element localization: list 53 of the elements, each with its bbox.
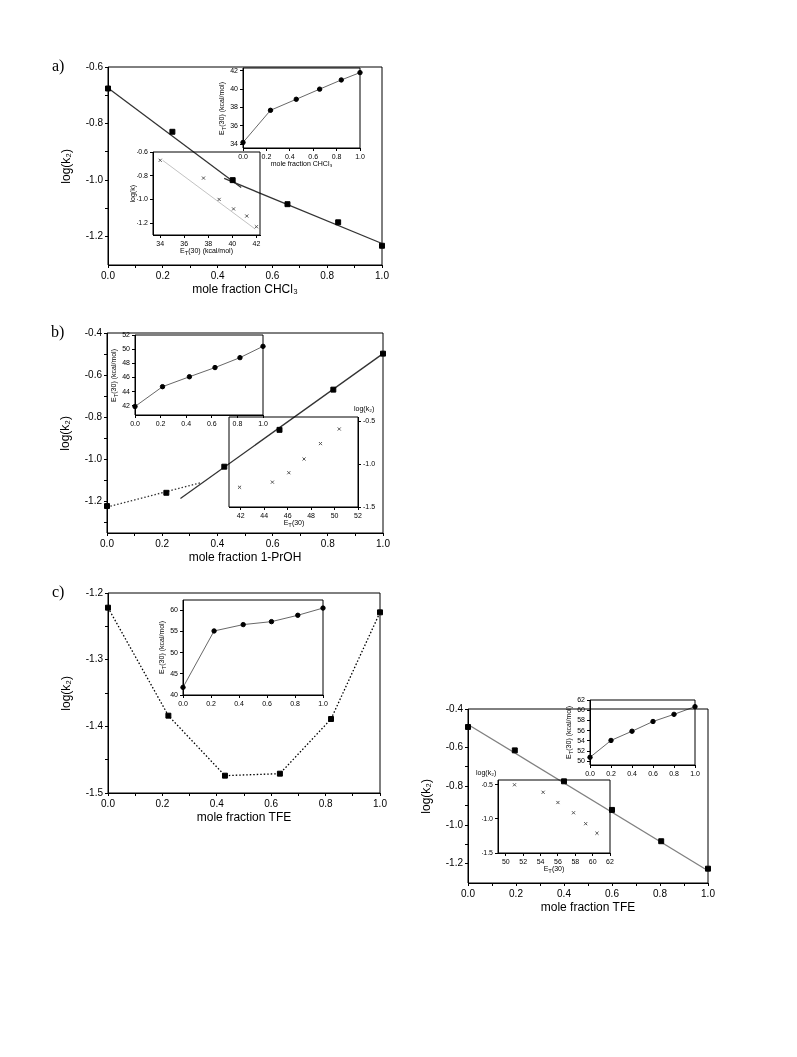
chart-title: c)	[52, 583, 65, 601]
x-tick-label: 1.0	[376, 537, 391, 549]
y-tick-label: -0.8	[445, 780, 464, 792]
chart-title: b)	[51, 323, 65, 341]
x-tick-label: 0.2	[155, 269, 171, 281]
x-tick-label: 1.0	[373, 797, 388, 809]
x-tick-label: 0.6	[605, 887, 620, 899]
y-tick-label: -0.4	[84, 326, 103, 338]
x-tick-label: 1.0	[375, 269, 390, 281]
y-tick-label: -1.2	[85, 586, 104, 598]
y-axis-title: log(k₂)	[59, 675, 73, 711]
x-tick-label: 0.2	[155, 537, 170, 549]
x-tick-label: 0.0	[461, 887, 476, 899]
x-tick-label: 0.0	[100, 537, 115, 549]
x-tick-label: 0.6	[265, 269, 280, 281]
x-tick-label: 0.4	[209, 797, 225, 809]
x-axis-title: mole fraction TFE	[195, 810, 293, 824]
y-axis-title: log(k₂)	[419, 778, 433, 814]
x-tick-label: 0.8	[320, 537, 336, 549]
y-tick-label: -0.8	[85, 117, 104, 129]
y-tick-label: -1.0	[445, 818, 464, 830]
x-axis-title: mole fraction 1-PrOH	[187, 550, 303, 564]
x-tick-label: 1.0	[701, 887, 716, 899]
x-axis-title: mole fraction TFE	[539, 900, 637, 914]
y-tick-label: -1.2	[84, 495, 103, 507]
y-axis-title: log(k₂)	[59, 148, 73, 184]
x-tick-label: 0.4	[210, 269, 225, 281]
y-tick-label: -1.0	[84, 453, 103, 465]
y-tick-label: -0.6	[445, 741, 464, 753]
x-tick-label: 0.4	[557, 887, 572, 899]
x-tick-label: 0.8	[320, 269, 335, 281]
y-tick-label: -0.8	[84, 410, 103, 422]
y-tick-label: -1.3	[85, 653, 104, 665]
chart-title: a)	[52, 57, 65, 75]
x-tick-label: 0.4	[210, 537, 225, 549]
x-axis-title: mole fraction CHCl₃	[191, 282, 299, 296]
x-tick-label: 0.2	[509, 887, 524, 899]
y-tick-label: -1.2	[445, 857, 464, 869]
y-tick-label: -1.4	[85, 720, 104, 732]
y-tick-label: -0.6	[84, 368, 103, 380]
y-axis-title: log(k₂)	[58, 415, 72, 451]
x-tick-label: 0.2	[155, 797, 170, 809]
y-tick-label: -1.2	[85, 230, 104, 242]
x-tick-label: 0.6	[265, 537, 280, 549]
x-tick-label: 0.6	[264, 797, 279, 809]
x-tick-label: 0.8	[318, 797, 333, 809]
x-tick-label: 0.0	[101, 269, 116, 281]
x-tick-label: 0.0	[101, 797, 116, 809]
x-tick-label: 0.8	[653, 887, 668, 899]
y-tick-label: -1.5	[85, 786, 104, 798]
y-tick-label: -0.4	[445, 702, 464, 714]
y-tick-label: -1.0	[85, 173, 104, 185]
y-tick-label: -0.6	[85, 60, 104, 72]
